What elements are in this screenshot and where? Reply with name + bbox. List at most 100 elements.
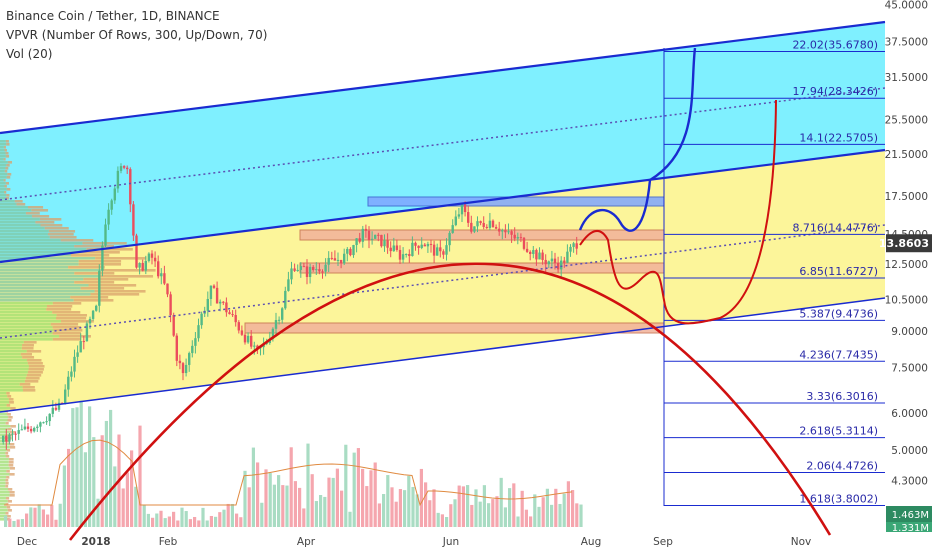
profile-row-up — [0, 377, 26, 380]
volume-bar — [424, 482, 428, 527]
profile-row-down — [52, 302, 82, 305]
volume-bar — [436, 512, 440, 527]
profile-row-up — [0, 401, 10, 404]
candle-body — [460, 204, 464, 215]
current-price-badge — [886, 234, 932, 253]
volume-bar — [562, 493, 566, 527]
candle-body — [470, 222, 473, 232]
profile-row-up — [0, 512, 6, 515]
candle-body — [414, 242, 417, 246]
candle-body — [305, 266, 309, 278]
volume-bar — [319, 495, 323, 527]
candle-body — [95, 305, 98, 311]
profile-row-down — [27, 362, 43, 365]
volume-bar — [54, 519, 58, 527]
candle-body — [321, 271, 324, 273]
y-tick-label: 4.3000 — [891, 476, 928, 488]
volume-bar — [306, 443, 310, 527]
fib-level-label: 17.94(28.3426) — [792, 85, 878, 98]
profile-row-down — [22, 344, 34, 347]
volume-bar — [524, 509, 528, 527]
candle-body — [355, 238, 358, 246]
candle-body — [88, 318, 92, 324]
volume-bar — [440, 514, 444, 527]
volume-bar — [344, 444, 348, 527]
candle-body — [575, 243, 578, 249]
profile-row-up — [0, 317, 57, 320]
candle-body — [538, 252, 541, 260]
candle-body — [380, 234, 383, 247]
candle-body — [113, 188, 116, 201]
candle-body — [206, 298, 209, 311]
profile-row-up — [0, 443, 10, 446]
profile-row-down — [5, 140, 9, 143]
zone-9 — [244, 322, 665, 334]
candle-body — [333, 258, 337, 261]
profile-row-down — [6, 506, 11, 509]
candle-body — [197, 325, 200, 339]
volume-bar — [491, 499, 495, 527]
profile-row-up — [0, 431, 10, 434]
volume-bar — [167, 516, 171, 527]
candle-body — [135, 235, 138, 268]
profile-row-up — [0, 275, 100, 278]
profile-row-up — [0, 395, 8, 398]
candle-body — [67, 376, 70, 390]
profile-row-up — [0, 392, 7, 395]
candle-body — [547, 261, 550, 265]
candle-body — [312, 266, 315, 271]
profile-row-up — [0, 290, 95, 293]
candle-body — [302, 266, 306, 268]
candle-body — [243, 334, 247, 343]
profile-row-up — [0, 239, 61, 242]
x-tick-label: Jun — [442, 536, 459, 548]
y-tick-label: 12.5000 — [885, 259, 928, 271]
volume-ma-line — [4, 439, 573, 507]
profile-row-down — [6, 455, 10, 458]
candle-body — [184, 364, 188, 374]
volume-bar — [121, 488, 125, 527]
profile-row-up — [0, 359, 27, 362]
candle-body — [287, 279, 290, 291]
profile-row-up — [0, 332, 53, 335]
volume-ma-text: 1.331M — [892, 523, 929, 534]
profile-row-down — [5, 422, 9, 425]
candle-body — [188, 353, 191, 365]
candle-body — [488, 220, 492, 228]
profile-row-down — [6, 164, 10, 167]
x-tick-label: Aug — [581, 536, 602, 548]
profile-row-down — [88, 284, 137, 287]
profile-row-up — [0, 251, 78, 254]
profile-row-down — [8, 458, 14, 461]
profile-row-up — [0, 293, 91, 296]
volume-bar — [281, 485, 285, 527]
profile-row-up — [0, 284, 89, 287]
candle-body — [172, 315, 175, 336]
volume-bar — [289, 447, 293, 527]
volume-bar — [411, 486, 415, 527]
profile-row-down — [5, 197, 9, 200]
profile-row-up — [0, 260, 79, 263]
profile-row-up — [0, 257, 96, 260]
profile-row-up — [0, 509, 8, 512]
profile-row-down — [28, 365, 45, 368]
profile-row-down — [52, 338, 82, 341]
profile-row-down — [74, 281, 115, 284]
volume-bar — [386, 475, 390, 527]
volume-bar — [159, 510, 163, 527]
candle-body — [51, 407, 54, 414]
x-tick-label: Dec — [17, 536, 38, 548]
profile-row-down — [9, 443, 15, 446]
profile-row-down — [48, 230, 76, 233]
candle-body — [85, 323, 89, 342]
profile-row-down — [8, 416, 13, 419]
volume-bar — [382, 494, 386, 527]
profile-row-up — [0, 389, 23, 392]
profile-row-up — [0, 368, 29, 371]
candle-body — [181, 363, 185, 374]
volume-bar — [205, 520, 209, 527]
profile-row-down — [5, 452, 9, 455]
volume-bar — [197, 520, 201, 527]
candle-body — [361, 228, 364, 242]
profile-row-up — [0, 371, 28, 374]
